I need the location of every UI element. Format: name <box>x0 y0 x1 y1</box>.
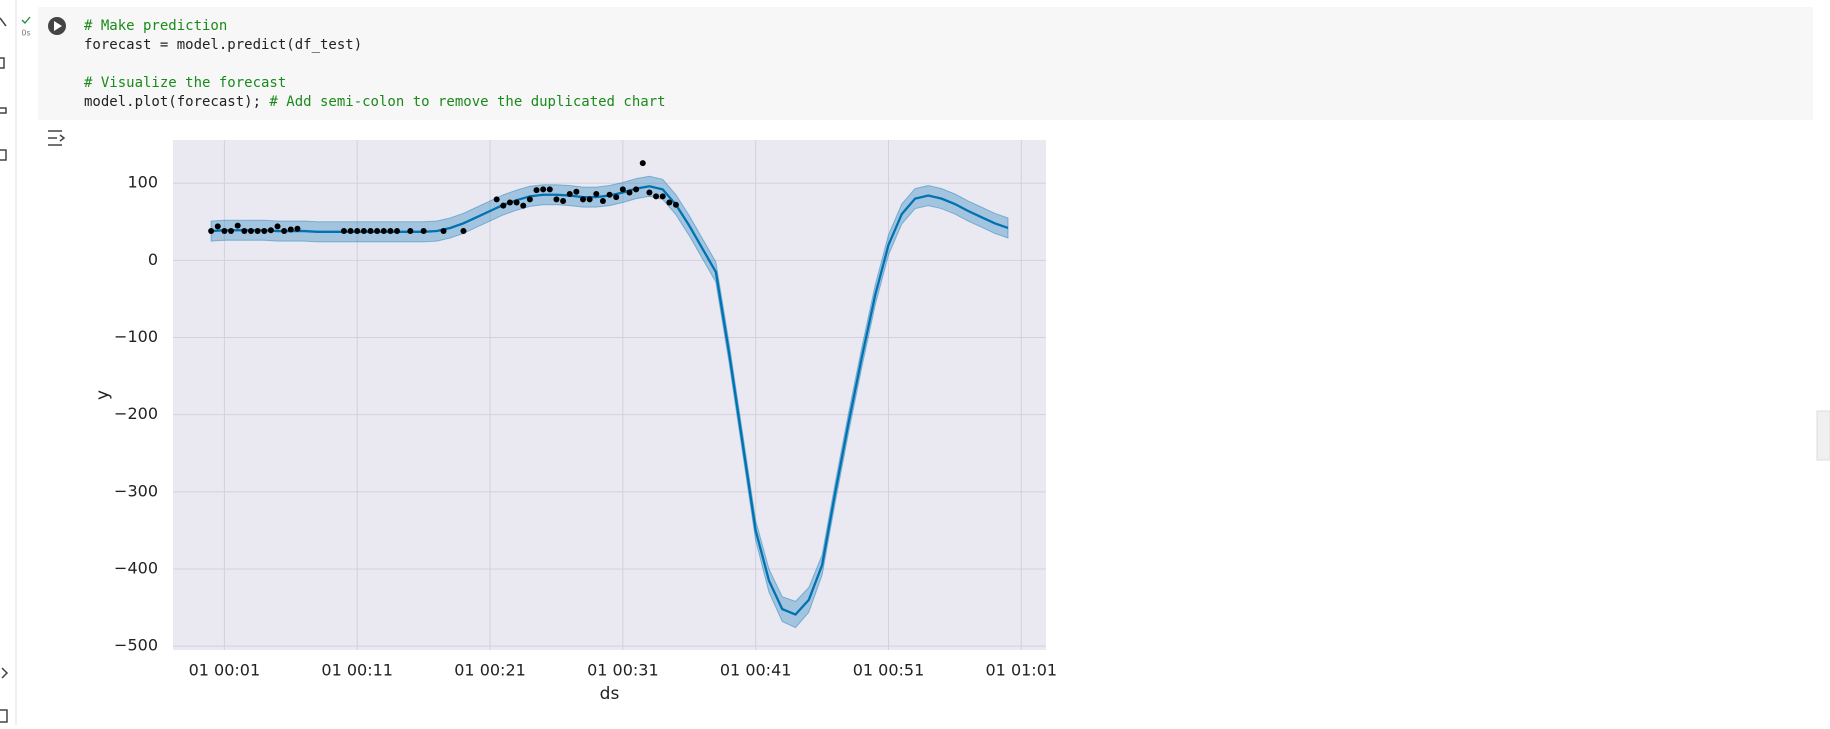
observed-point <box>626 189 633 196</box>
y-tick-label: 0 <box>148 250 158 269</box>
observed-point <box>420 228 427 235</box>
observed-point <box>261 228 268 235</box>
observed-point <box>360 228 367 235</box>
observed-point <box>214 223 221 230</box>
code-line: forecast = model.predict(df_test) <box>84 37 362 53</box>
y-tick-label: 100 <box>127 173 158 192</box>
observed-point <box>526 196 533 203</box>
chart: −500 −400 −300 −200 −100 0 100 01 00:01 01 00:11… <box>93 140 1057 704</box>
run-icon <box>54 21 62 31</box>
observed-point <box>619 186 626 193</box>
y-axis-label: y <box>93 390 113 400</box>
observed-point <box>281 228 288 235</box>
observed-point <box>380 228 387 235</box>
observed-point <box>666 199 673 206</box>
sidebar-icons <box>0 17 9 723</box>
output-icon[interactable] <box>48 130 66 146</box>
observed-point <box>241 228 248 235</box>
x-tick-label: 01 00:01 <box>189 661 261 680</box>
observed-point <box>228 228 235 235</box>
y-tick-label: −200 <box>114 404 158 423</box>
observed-point <box>513 199 520 206</box>
observed-point <box>593 191 600 198</box>
observed-point <box>354 228 361 235</box>
x-tick-label: 01 00:31 <box>587 661 659 680</box>
observed-point <box>500 202 507 209</box>
observed-point <box>394 228 401 235</box>
observed-point <box>221 228 228 235</box>
observed-point <box>340 228 347 235</box>
x-tick-label: 01 00:21 <box>454 661 526 680</box>
x-axis-label: ds <box>600 684 620 704</box>
x-tick-label: 01 00:51 <box>853 661 925 680</box>
code-cell <box>38 7 1813 120</box>
code-token: # Add semi-colon to remove the duplicate… <box>269 94 665 110</box>
observed-point <box>653 193 660 200</box>
observed-point <box>560 197 567 204</box>
observed-point <box>387 228 394 235</box>
code-line: # Visualize the forecast <box>84 75 286 91</box>
code-token: # Make prediction <box>84 18 227 34</box>
observed-point <box>287 226 294 233</box>
observed-point <box>606 191 613 198</box>
observed-point <box>407 228 414 235</box>
observed-point <box>506 199 513 206</box>
observed-point <box>294 225 301 232</box>
code-token: model.plot(forecast); <box>84 94 261 110</box>
observed-point <box>613 194 620 201</box>
observed-point <box>460 228 467 235</box>
observed-point <box>440 228 447 235</box>
status-time: 0s <box>21 29 30 38</box>
y-tick-label: −100 <box>114 327 158 346</box>
x-tick-label: 01 01:01 <box>986 661 1058 680</box>
status-check <box>21 16 31 24</box>
observed-point <box>540 186 547 193</box>
observed-point <box>533 187 540 194</box>
observed-point <box>633 186 640 193</box>
code-token: forecast = model.predict(df_test) <box>84 37 362 53</box>
scrollbar[interactable] <box>1816 410 1830 461</box>
x-tick-label: 01 00:41 <box>720 661 792 680</box>
observed-point <box>580 196 587 203</box>
uncertainty-band <box>210 175 1009 629</box>
x-tick-label: 01 00:11 <box>321 661 393 680</box>
observed-point <box>599 197 606 204</box>
observed-point <box>646 189 653 196</box>
code-line: model.plot(forecast); # Add semi-colon to… <box>84 94 666 110</box>
observed-point <box>520 202 527 209</box>
observed-point <box>208 228 215 235</box>
observed-point <box>493 196 500 203</box>
observed-point <box>546 186 553 193</box>
y-tick-label: −500 <box>114 636 158 655</box>
observed-point <box>672 201 679 208</box>
observed-point <box>659 193 666 200</box>
code-line: # Make prediction <box>84 18 227 34</box>
observed-point <box>234 222 241 229</box>
observed-point <box>347 228 354 235</box>
observed-point <box>267 227 274 234</box>
observed-point <box>566 191 573 198</box>
observed-point <box>247 228 254 235</box>
y-tick-label: −400 <box>114 558 158 577</box>
observed-point <box>254 228 261 235</box>
observed-point <box>586 196 593 203</box>
code-token: # Visualize the forecast <box>84 75 286 91</box>
plot-area <box>173 140 1046 650</box>
observed-point <box>374 228 381 235</box>
observed-point <box>367 228 374 235</box>
observed-point <box>639 160 646 167</box>
observed-point <box>573 188 580 195</box>
observed-point <box>553 196 560 203</box>
code-lines: # Make prediction forecast = model.predic… <box>84 18 666 110</box>
y-tick-label: −300 <box>114 481 158 500</box>
observed-point <box>274 223 281 230</box>
